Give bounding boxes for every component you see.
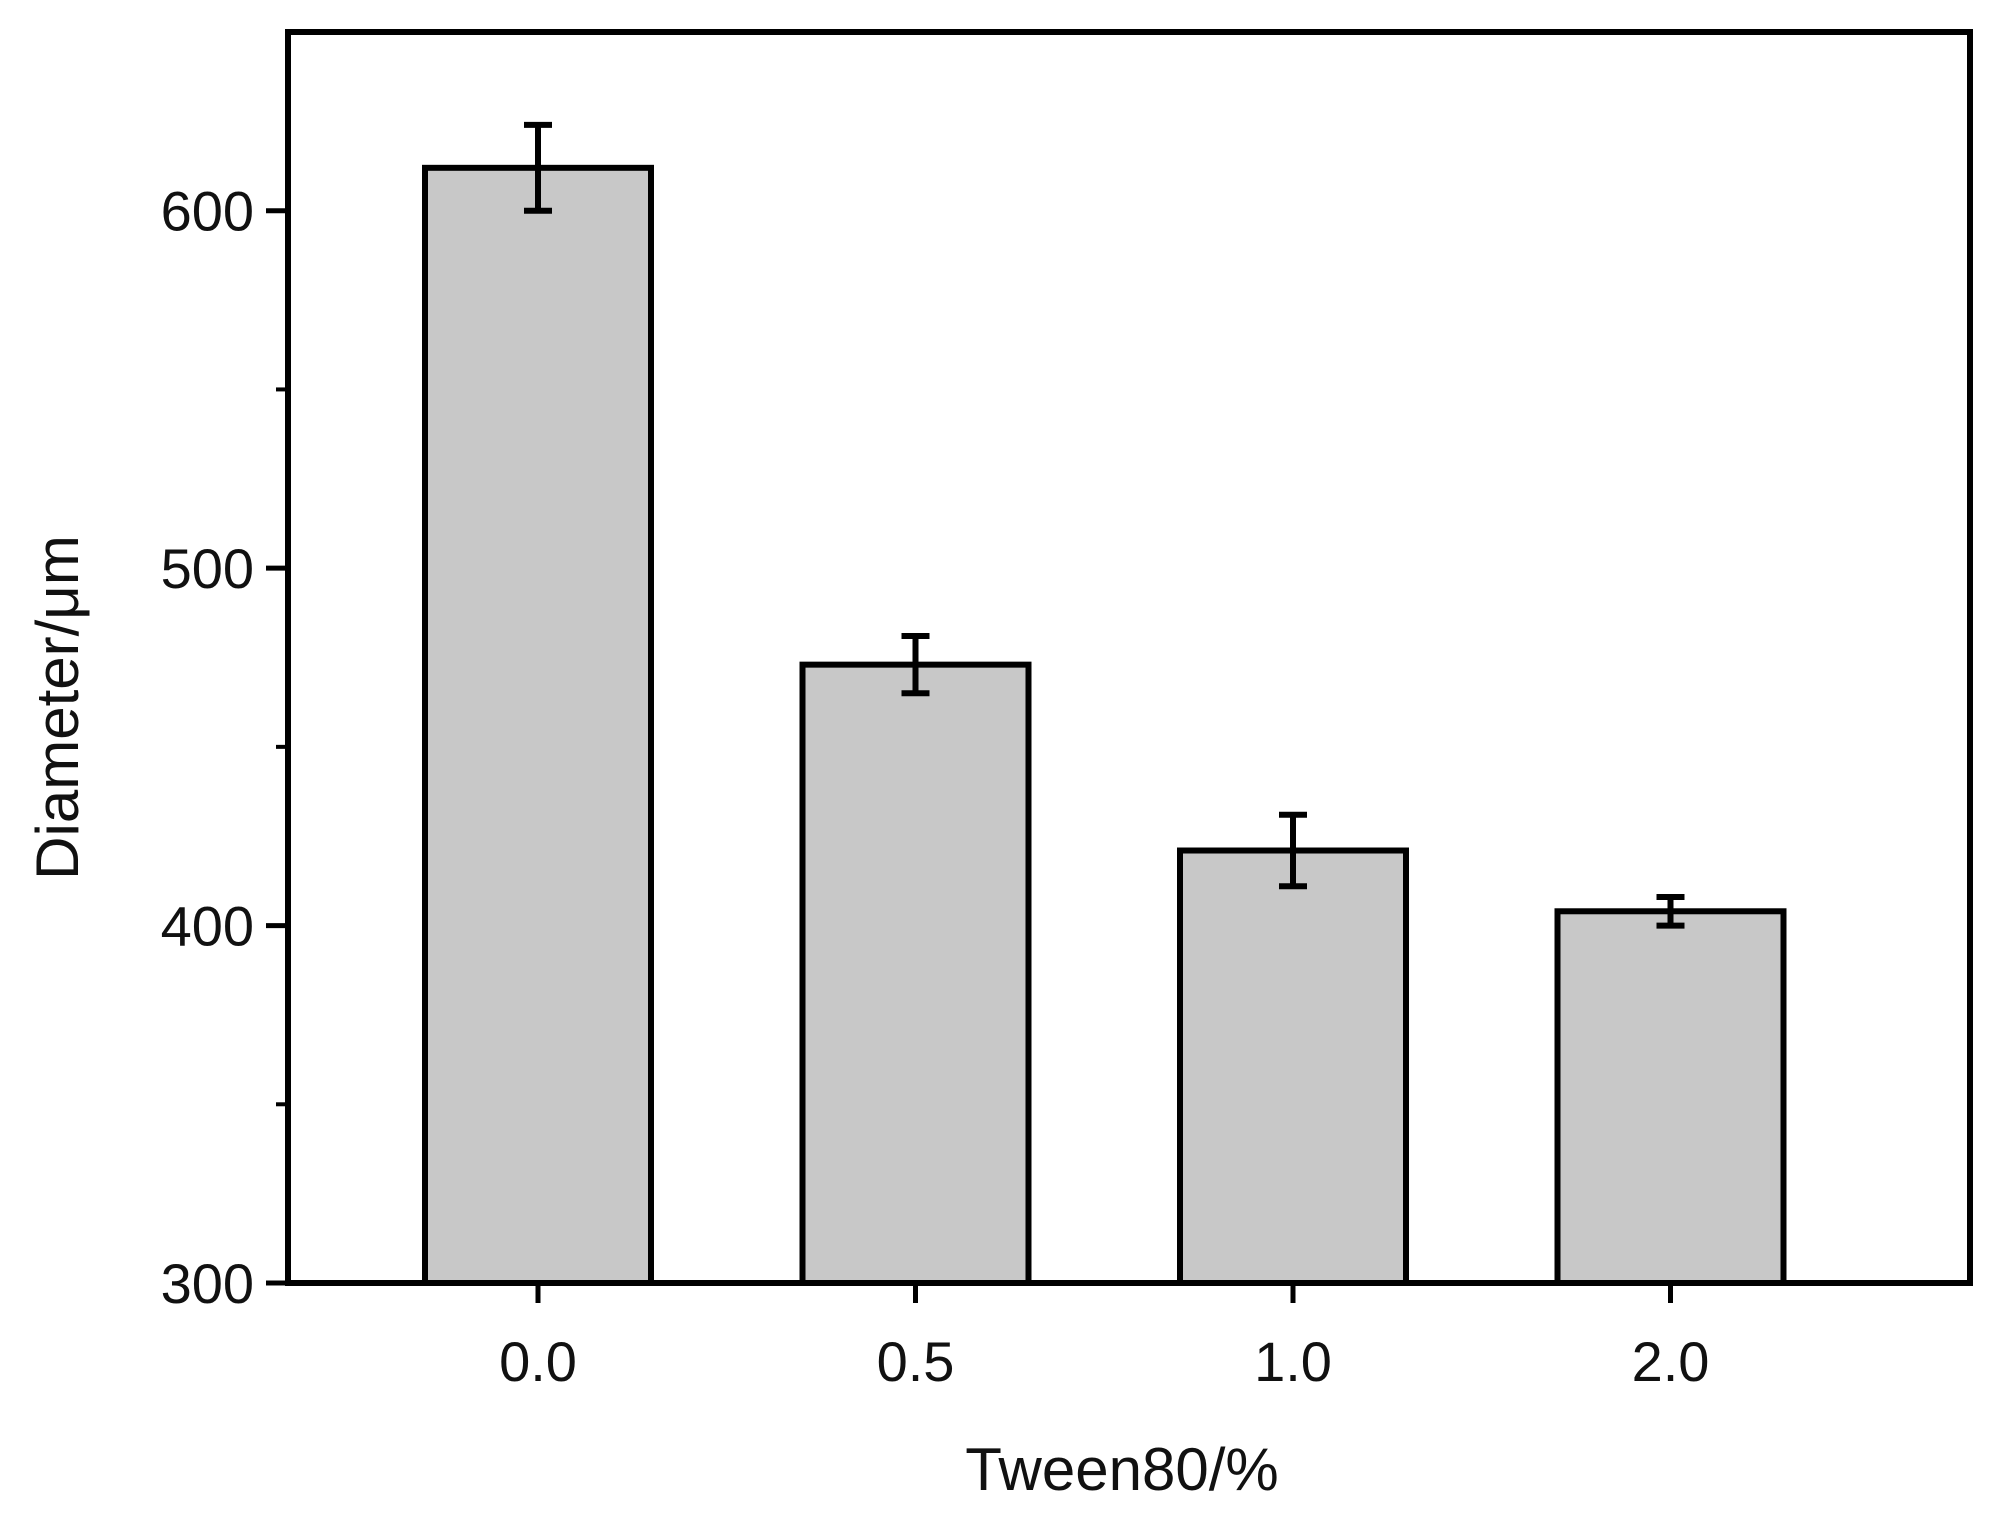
y-tick-label-600: 600 bbox=[161, 180, 254, 243]
x-tick-label-2.0: 2.0 bbox=[1632, 1330, 1710, 1393]
plot-frame bbox=[285, 29, 1973, 1286]
bar-0.0 bbox=[422, 164, 654, 1286]
y-tick-label-300: 300 bbox=[161, 1252, 254, 1315]
x-axis-title: Tween80/% bbox=[965, 1436, 1279, 1503]
x-tick-label-0.0: 0.0 bbox=[499, 1330, 577, 1393]
bars-layer bbox=[422, 164, 1787, 1286]
error-bars-layer bbox=[524, 121, 1685, 929]
error-bar-0.5 bbox=[901, 633, 930, 697]
y-tick-label-400: 400 bbox=[161, 895, 254, 958]
x-tick-label-0.5: 0.5 bbox=[877, 1330, 955, 1393]
bar-0.5 bbox=[799, 661, 1032, 1286]
x-tick-label-1.0: 1.0 bbox=[1254, 1330, 1332, 1393]
y-axis: 300 400 500 600 bbox=[161, 180, 288, 1315]
error-bar-2.0 bbox=[1656, 893, 1685, 929]
error-bar-1.0 bbox=[1279, 811, 1307, 890]
error-bar-0.0 bbox=[524, 121, 552, 214]
x-axis: 0.0 0.5 1.0 2.0 bbox=[499, 1283, 1709, 1393]
y-tick-label-500: 500 bbox=[161, 537, 254, 600]
bar-1.0 bbox=[1177, 847, 1409, 1286]
bar-2.0 bbox=[1554, 908, 1787, 1286]
y-axis-title: Diameter/μm bbox=[24, 535, 91, 880]
